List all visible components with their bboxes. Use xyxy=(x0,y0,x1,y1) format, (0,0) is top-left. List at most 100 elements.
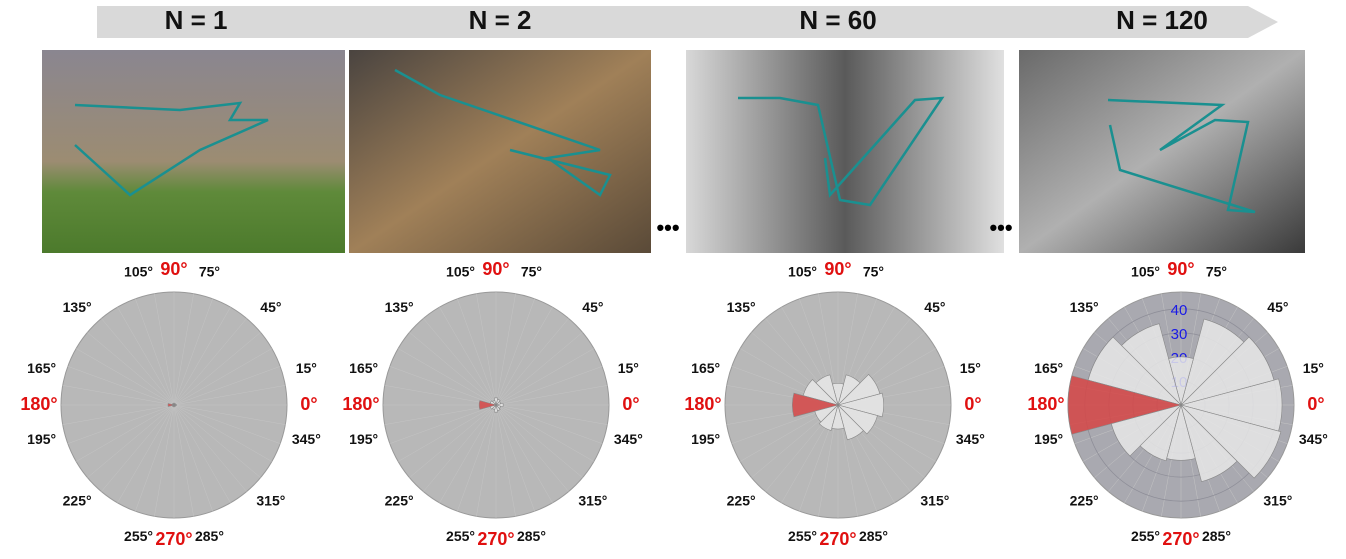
spoke xyxy=(173,298,213,406)
rose-bar xyxy=(494,404,502,409)
angle-label: 285° xyxy=(195,528,224,544)
angle-label: 45° xyxy=(924,299,945,315)
angle-label: 315° xyxy=(578,493,607,509)
angle-label: 345° xyxy=(956,431,985,447)
spoke xyxy=(173,404,281,444)
angle-label: 105° xyxy=(788,263,817,279)
chart-title: N = 120 xyxy=(1116,5,1208,35)
angle-label: 345° xyxy=(1299,431,1328,447)
spoke xyxy=(154,404,175,517)
angle-label: 45° xyxy=(582,299,603,315)
spoke xyxy=(117,404,175,503)
angle-label: 195° xyxy=(27,431,56,447)
photo xyxy=(349,50,651,253)
spoke xyxy=(423,318,497,406)
spoke xyxy=(117,307,175,406)
angle-label: 195° xyxy=(691,431,720,447)
angle-label: 15° xyxy=(960,360,981,376)
spoke xyxy=(76,404,175,462)
angle-label: 255° xyxy=(124,528,153,544)
angle-label: 105° xyxy=(124,263,153,279)
spoke xyxy=(476,404,497,517)
spoke xyxy=(101,404,175,492)
spoke xyxy=(384,404,497,425)
spoke xyxy=(439,404,497,503)
progress-arrow xyxy=(97,6,1278,38)
angle-label: 0° xyxy=(622,394,639,414)
chart-title: N = 2 xyxy=(469,5,532,35)
angle-label: 255° xyxy=(788,528,817,544)
spoke xyxy=(495,404,553,503)
spoke xyxy=(173,348,272,406)
rose-bar xyxy=(167,403,176,407)
spoke xyxy=(389,404,497,444)
spoke xyxy=(173,404,272,462)
spoke xyxy=(495,366,603,406)
angle-label: 285° xyxy=(1202,528,1231,544)
photo xyxy=(1019,50,1305,253)
rose-bar xyxy=(1179,336,1275,406)
angle-label: 0° xyxy=(964,394,981,414)
angle-label: 255° xyxy=(446,528,475,544)
spoke xyxy=(476,293,497,406)
spoke xyxy=(495,348,594,406)
spoke xyxy=(87,332,175,406)
spoke xyxy=(389,366,497,406)
photo xyxy=(686,50,1004,253)
rose-bar xyxy=(172,404,177,407)
angle-label: 165° xyxy=(691,360,720,376)
angle-label: 0° xyxy=(300,394,317,414)
angle-label: 165° xyxy=(27,360,56,376)
rose-bar xyxy=(818,403,839,431)
spoke xyxy=(423,404,497,492)
rose-bar xyxy=(478,400,498,410)
spoke xyxy=(495,404,516,517)
photos xyxy=(42,50,1305,253)
spoke xyxy=(409,404,497,478)
angle-label: 135° xyxy=(63,299,92,315)
angle-label: 90° xyxy=(160,259,187,279)
angle-label: 345° xyxy=(614,431,643,447)
angle-label: 135° xyxy=(385,299,414,315)
angle-label: 315° xyxy=(1263,493,1292,509)
angle-label: 285° xyxy=(517,528,546,544)
angle-label: 90° xyxy=(482,259,509,279)
angle-label: 75° xyxy=(863,263,884,279)
rose-bar xyxy=(1179,404,1282,479)
angle-label: 225° xyxy=(727,493,756,509)
spoke xyxy=(439,307,497,406)
angle-label: 90° xyxy=(1167,259,1194,279)
angle-label: 195° xyxy=(349,431,378,447)
rose-bar xyxy=(493,403,499,413)
spoke xyxy=(135,298,175,406)
spoke xyxy=(173,404,213,512)
angle-label: 165° xyxy=(349,360,378,376)
spoke xyxy=(173,404,247,492)
spoke xyxy=(495,307,553,406)
spoke xyxy=(398,348,497,406)
rose-bar xyxy=(836,373,881,406)
spoke xyxy=(173,293,194,406)
spoke xyxy=(495,318,569,406)
angle-label: 180° xyxy=(342,394,379,414)
rose-bar xyxy=(1110,404,1183,457)
ellipsis: ••• xyxy=(989,215,1012,240)
angle-label: 0° xyxy=(1307,394,1324,414)
spoke xyxy=(154,293,175,406)
angle-label: 255° xyxy=(1131,528,1160,544)
rose-bar xyxy=(494,402,504,408)
angle-label: 45° xyxy=(1267,299,1288,315)
spoke xyxy=(173,404,231,503)
spoke xyxy=(87,404,175,478)
spoke xyxy=(62,385,175,406)
spoke xyxy=(101,318,175,406)
spoke xyxy=(173,318,247,406)
spoke xyxy=(67,404,175,444)
spoke xyxy=(495,404,535,512)
spoke xyxy=(495,404,569,492)
rose-bar xyxy=(1139,403,1182,462)
angle-label: 195° xyxy=(1034,431,1063,447)
angle-label: 45° xyxy=(260,299,281,315)
angle-label: 180° xyxy=(1027,394,1064,414)
angle-label: 270° xyxy=(819,529,856,549)
